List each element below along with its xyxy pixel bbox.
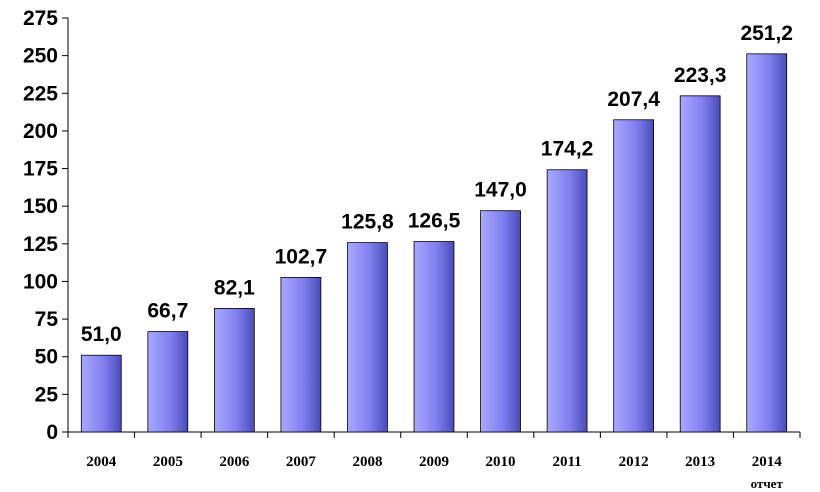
- x-axis: 2004 2005 2006 2007 2008 2009 2010 2011 2012 2013…: [67, 431, 801, 491]
- x-tick-label-2013: 2013: [685, 454, 715, 470]
- x-tick-label-2014: 2014: [752, 454, 783, 470]
- y-tick-label: 125: [23, 233, 58, 256]
- y-tick-label: 250: [23, 45, 58, 68]
- data-label-2011: 174,2: [541, 138, 594, 161]
- x-tick-label-2012: 2012: [619, 454, 649, 470]
- y-tick-label: 0: [46, 421, 58, 444]
- category-note: отчет: [751, 476, 784, 491]
- data-label-2008: 125,8: [341, 211, 394, 234]
- y-tick-label: 175: [23, 158, 58, 181]
- x-tick-label-2011: 2011: [552, 454, 581, 470]
- bar-2006: [213, 308, 255, 433]
- x-tick-label-2005: 2005: [153, 454, 183, 470]
- bar-2004: [80, 354, 122, 433]
- data-label-2010: 147,0: [474, 179, 527, 202]
- x-tick-label-2009: 2009: [419, 454, 449, 470]
- y-tick-label: 50: [35, 346, 58, 369]
- data-label-2013: 223,3: [674, 64, 727, 87]
- data-label-2014: 251,2: [740, 22, 793, 45]
- y-tick-label: 200: [23, 120, 58, 143]
- y-tick-label: 275: [23, 7, 58, 30]
- bar-2008: [347, 242, 388, 433]
- bars: [80, 53, 788, 433]
- bar-2012: [613, 119, 655, 433]
- x-tick-label-2004: 2004: [86, 454, 117, 470]
- data-label-2012: 207,4: [607, 88, 660, 111]
- data-label-2005: 66,7: [147, 300, 188, 323]
- x-tick-label-2010: 2010: [486, 454, 516, 470]
- y-tick-label: 150: [23, 195, 58, 218]
- data-labels: 51,0 66,7 82,1 102,7 125,8 126,5 147,0 174,2 207…: [81, 22, 793, 346]
- bar-2007: [280, 276, 322, 433]
- data-label-2009: 126,5: [408, 210, 461, 233]
- y-tick-label: 225: [23, 82, 58, 105]
- y-tick-label: 75: [35, 308, 59, 331]
- x-tick-label-2006: 2006: [219, 454, 250, 470]
- data-label-2007: 102,7: [275, 245, 328, 268]
- x-tick-label-2007: 2007: [286, 454, 317, 470]
- bar-2010: [480, 210, 521, 433]
- y-tick-label: 25: [35, 383, 59, 406]
- y-tick-label: 100: [23, 270, 58, 293]
- data-label-2004: 51,0: [81, 323, 122, 346]
- bar-2009: [413, 241, 455, 433]
- x-tick-label-2008: 2008: [352, 454, 382, 470]
- bar-2011: [546, 169, 588, 433]
- bar-2005: [147, 331, 189, 433]
- y-axis: 0 25 50 75 100 125 150 175 200 225 250 275: [23, 7, 69, 444]
- data-label-2006: 82,1: [214, 276, 255, 299]
- bar-2013: [679, 95, 721, 433]
- bar-2014: [746, 53, 788, 433]
